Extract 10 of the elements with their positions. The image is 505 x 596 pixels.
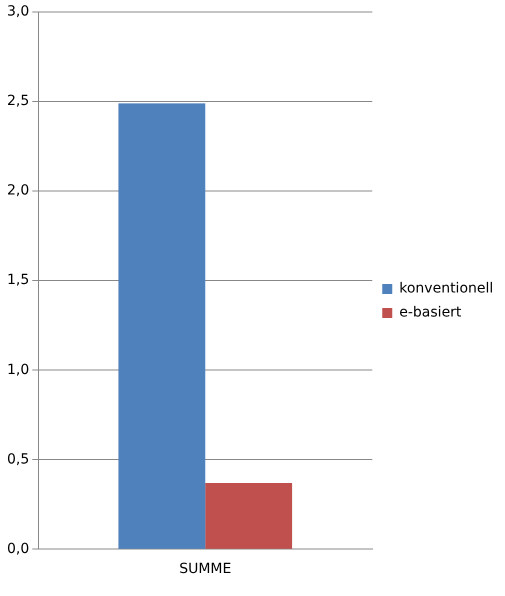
y-tick-label: 3,0 bbox=[7, 4, 30, 20]
x-tick-label: SUMME bbox=[179, 561, 232, 578]
y-tick-label: 2,0 bbox=[7, 182, 30, 199]
y-tick-label: 1,5 bbox=[7, 272, 30, 288]
y-tick-label: 1,0 bbox=[7, 362, 30, 378]
legend-label: konventionell bbox=[399, 280, 494, 297]
y-tick-label: 2,5 bbox=[7, 93, 30, 110]
y-tick-label: 0,5 bbox=[7, 451, 30, 468]
y-tick-label: 0,0 bbox=[7, 540, 30, 557]
legend-label: e-basiert bbox=[399, 304, 462, 321]
